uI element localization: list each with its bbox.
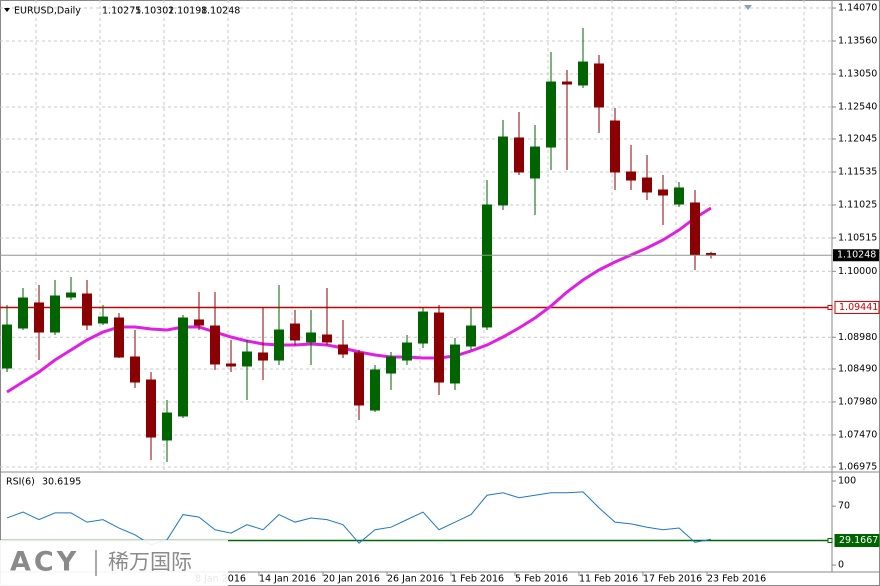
candle-body bbox=[386, 356, 396, 374]
y-tick-label: 1.10515 bbox=[838, 232, 877, 243]
candle-body bbox=[290, 323, 300, 341]
candle-body bbox=[194, 319, 204, 326]
candle-body bbox=[242, 351, 252, 367]
candle-body bbox=[578, 61, 588, 86]
watermark-name: 稀万国际 bbox=[108, 550, 192, 574]
candle-body bbox=[626, 171, 636, 181]
candle-body bbox=[402, 342, 412, 361]
candle-body bbox=[466, 325, 476, 347]
x-tick-label: 14 Jan 2016 bbox=[259, 574, 316, 585]
chart-title: EURUSD,Daily bbox=[14, 6, 81, 17]
y-tick-label: 0 bbox=[838, 560, 844, 571]
indicator-title: RSI(6) bbox=[6, 477, 35, 488]
candle-body bbox=[178, 317, 188, 417]
y-tick-label: 1.11025 bbox=[838, 199, 877, 210]
candle-body bbox=[450, 344, 460, 384]
y-tick-label: 1.07470 bbox=[838, 429, 877, 440]
y-tick-label: 1.08980 bbox=[838, 332, 877, 343]
header-close: 1.10248 bbox=[201, 6, 240, 17]
candle-body bbox=[434, 312, 444, 383]
watermark-box bbox=[0, 540, 228, 586]
watermark-brand: ACY bbox=[10, 547, 79, 578]
shift-marker bbox=[744, 5, 752, 10]
candle-body bbox=[370, 369, 380, 411]
candle-body bbox=[146, 379, 156, 438]
header-triangle bbox=[4, 8, 10, 12]
header-open: 1.10275 bbox=[102, 6, 141, 17]
candle-body bbox=[66, 292, 76, 298]
candle-body bbox=[354, 352, 364, 406]
candle-body bbox=[674, 187, 684, 205]
price-label-box bbox=[833, 249, 879, 262]
x-tick-label: 23 Feb 2016 bbox=[707, 574, 766, 585]
candle-body bbox=[498, 136, 508, 206]
candle-body bbox=[642, 177, 652, 193]
header-high: 1.10302 bbox=[135, 6, 174, 17]
candle-body bbox=[418, 311, 428, 344]
y-tick-label: 100 bbox=[838, 475, 856, 486]
candle-body bbox=[82, 293, 92, 326]
candle-body bbox=[482, 204, 492, 328]
candle-body bbox=[338, 344, 348, 355]
candle-body bbox=[162, 412, 172, 441]
candle-body bbox=[546, 81, 556, 148]
candle-body bbox=[50, 295, 60, 333]
candle-body bbox=[18, 297, 28, 329]
y-tick-label: 1.10000 bbox=[838, 266, 877, 277]
candle-body bbox=[594, 63, 604, 108]
level-label: 29.1667 bbox=[839, 535, 878, 546]
candle-body bbox=[226, 363, 236, 367]
candle-body bbox=[610, 120, 620, 173]
x-tick-label: 17 Feb 2016 bbox=[643, 574, 702, 585]
rsi-line bbox=[6, 491, 712, 546]
y-tick-label: 1.12045 bbox=[838, 134, 877, 145]
y-tick-label: 1.08490 bbox=[838, 363, 877, 374]
candle-body bbox=[658, 189, 668, 196]
candle-body bbox=[562, 81, 572, 85]
candle-body bbox=[130, 356, 140, 383]
candle-body bbox=[690, 202, 700, 256]
level-square bbox=[827, 538, 833, 544]
candle-body bbox=[114, 317, 124, 358]
level-label: 1.09441 bbox=[839, 302, 878, 313]
x-tick-label: 26 Jan 2016 bbox=[387, 574, 444, 585]
candle-body bbox=[514, 137, 524, 173]
x-tick-label: 1 Feb 2016 bbox=[451, 574, 504, 585]
y-tick-label: 1.06975 bbox=[838, 461, 877, 472]
x-tick-label: 5 Feb 2016 bbox=[515, 574, 568, 585]
y-tick-label: 1.13050 bbox=[838, 68, 877, 79]
y-tick-label: 1.11535 bbox=[838, 166, 877, 177]
header-low: 1.10198 bbox=[168, 6, 207, 17]
candle-body bbox=[2, 324, 12, 369]
candle-body bbox=[98, 316, 108, 324]
y-tick-label: 1.12540 bbox=[838, 101, 877, 112]
y-tick-label: 1.13560 bbox=[838, 36, 877, 47]
y-tick-label: 70 bbox=[838, 501, 850, 512]
candle-body bbox=[274, 329, 284, 361]
candle-body bbox=[530, 146, 540, 179]
level-label-box bbox=[834, 300, 880, 314]
indicator-value: 30.6195 bbox=[42, 477, 81, 488]
candle-body bbox=[210, 325, 220, 365]
candle-body bbox=[322, 334, 332, 343]
level-square bbox=[827, 304, 833, 310]
x-tick-label: 11 Feb 2016 bbox=[579, 574, 638, 585]
y-tick-label: 1.07980 bbox=[838, 396, 877, 407]
y-tick-label: 1.14070 bbox=[838, 3, 877, 14]
x-tick-label: 20 Jan 2016 bbox=[323, 574, 380, 585]
candle-body bbox=[306, 332, 316, 343]
candle-body bbox=[258, 352, 268, 361]
current-price-label: 1.10248 bbox=[837, 250, 876, 261]
level-label-box bbox=[834, 534, 880, 548]
candle-body bbox=[34, 302, 44, 333]
